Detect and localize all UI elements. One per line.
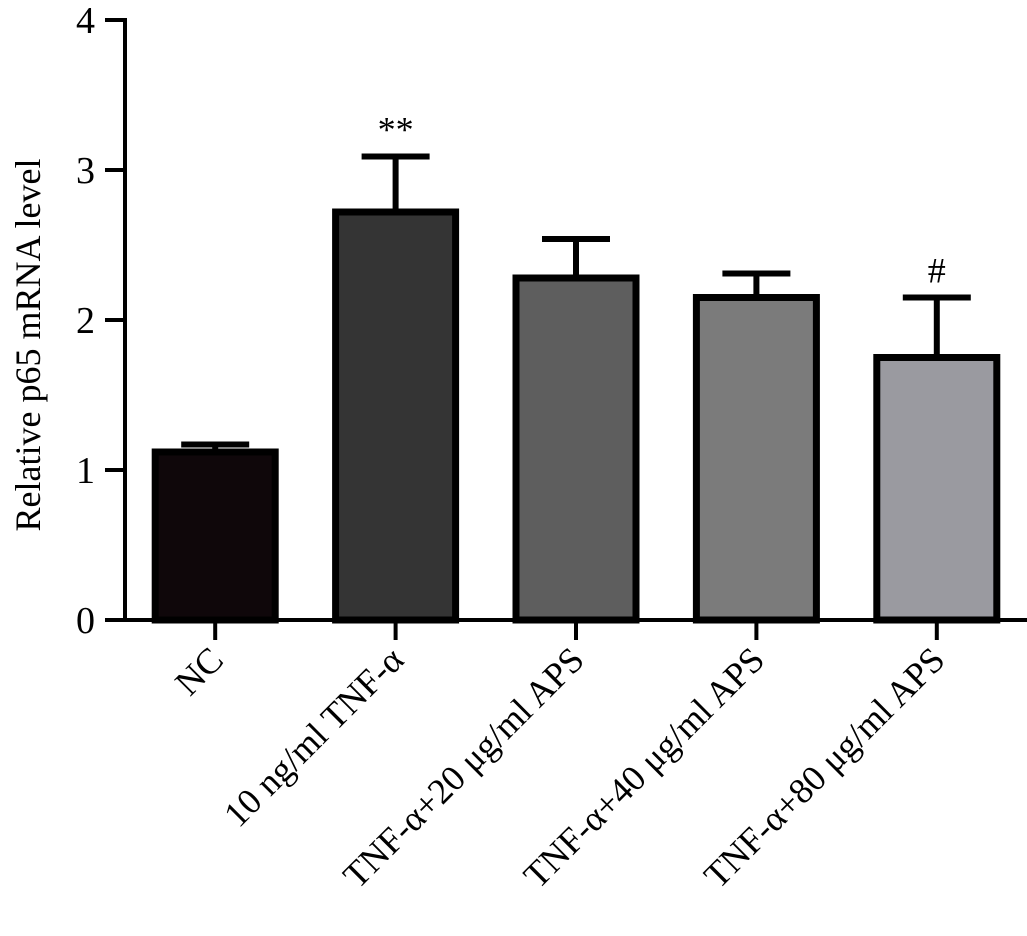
error-bars — [181, 153, 971, 452]
y-axis: 0 1 2 3 4 — [76, 0, 127, 642]
y-tick-label: 0 — [76, 600, 95, 642]
x-tick-label: NC — [167, 639, 231, 703]
significance-mark: ** — [378, 110, 414, 150]
bar — [151, 448, 279, 624]
significance-mark: # — [928, 251, 946, 291]
x-tick-label: 10 ng/ml TNF-α — [216, 639, 411, 834]
bar — [512, 274, 640, 624]
y-tick-label: 4 — [76, 0, 95, 42]
bar — [692, 294, 820, 624]
y-tick-label: 1 — [76, 450, 95, 492]
significance-labels: ** # — [378, 110, 946, 291]
y-tick-label: 3 — [76, 150, 95, 192]
y-tick-label: 2 — [76, 300, 95, 342]
bar — [873, 354, 1001, 624]
bar — [332, 208, 460, 624]
y-axis-label: Relative p65 mRNA level — [8, 159, 48, 532]
